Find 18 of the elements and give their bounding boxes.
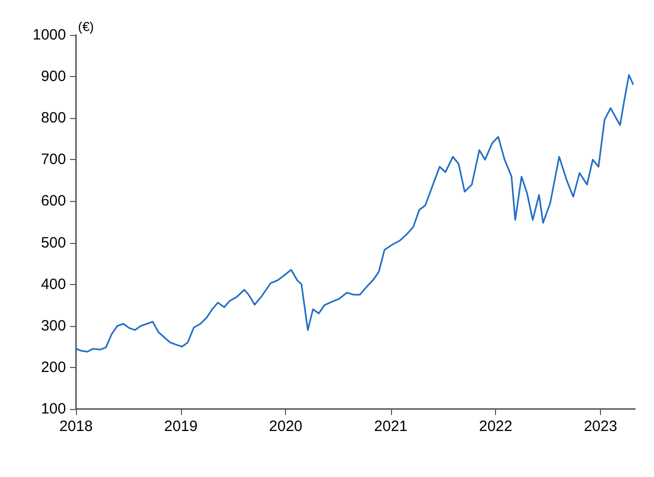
x-tick-label: 2019: [164, 418, 198, 435]
x-tick-label: 2020: [269, 418, 302, 435]
y-tick-label: 700: [40, 151, 66, 168]
y-tick-label: 100: [40, 400, 66, 418]
x-tick-label: 2018: [59, 418, 93, 435]
y-tick-label: 1000: [32, 26, 66, 44]
x-tick-label: 2022: [478, 418, 512, 435]
y-tick-label: 900: [40, 68, 66, 86]
y-tick-label: 300: [40, 317, 66, 334]
line-series: [75, 74, 634, 352]
y-tick-label: 800: [40, 110, 66, 127]
y-tick-label: 200: [40, 358, 66, 376]
y-tick-label: 500: [40, 234, 66, 252]
y-axis-title: (€): [78, 19, 94, 34]
y-tick-label: 600: [40, 192, 66, 210]
x-tick-label: 2021: [374, 418, 408, 435]
y-tick-label: 400: [40, 276, 66, 293]
x-tick-label: 2023: [584, 418, 618, 435]
